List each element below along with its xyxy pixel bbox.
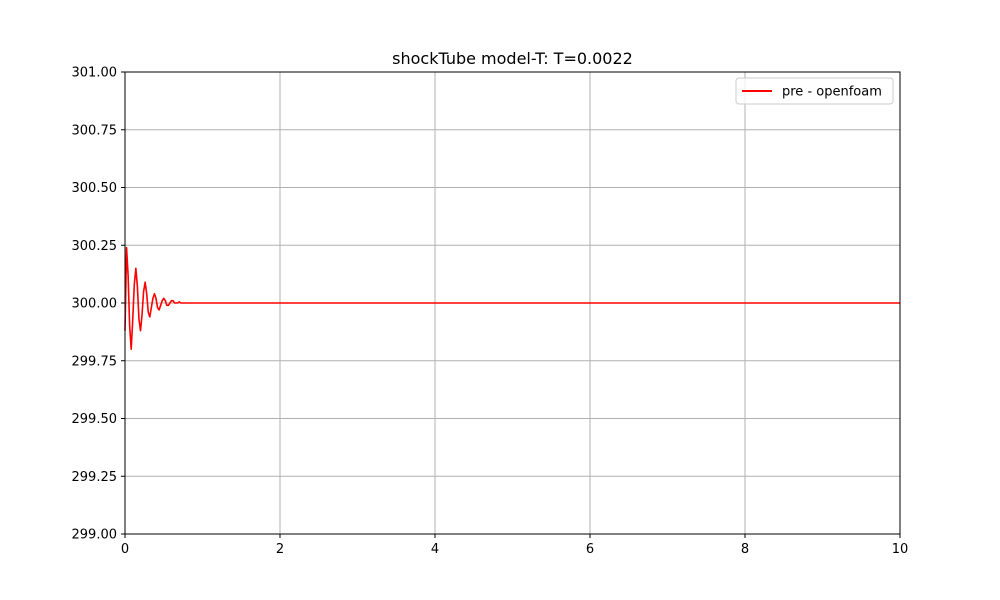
x-tick-label: 4 (431, 542, 439, 557)
y-tick-label: 300.00 (72, 297, 118, 312)
x-tick-label: 0 (121, 542, 129, 557)
legend-label: pre - openfoam (782, 85, 882, 100)
x-tick-label: 8 (741, 542, 749, 557)
y-tick-label: 299.00 (72, 528, 118, 543)
series-layer (124, 246, 900, 351)
y-tick-label: 299.75 (72, 354, 118, 369)
legend-box (735, 77, 894, 105)
y-tick-label: 301.00 (72, 66, 118, 81)
legend: pre - openfoam (735, 77, 894, 105)
y-tick-label: 300.75 (72, 123, 118, 138)
y-tick-label: 299.25 (72, 470, 118, 485)
x-tick-label: 10 (892, 542, 909, 557)
y-tick-label: 299.50 (72, 412, 118, 427)
chart-title: shockTube model-T: T=0.0022 (392, 49, 633, 68)
x-tick-label: 6 (586, 542, 594, 557)
x-axis: 0 2 4 6 8 10 (121, 534, 908, 557)
y-axis: 299.00 299.25 299.50 299.75 300.00 300.25 300.… (72, 66, 125, 543)
y-tick-label: 300.50 (72, 181, 118, 196)
y-tick-label: 300.25 (72, 239, 118, 254)
x-tick-label: 2 (276, 542, 284, 557)
series-line (124, 246, 900, 351)
